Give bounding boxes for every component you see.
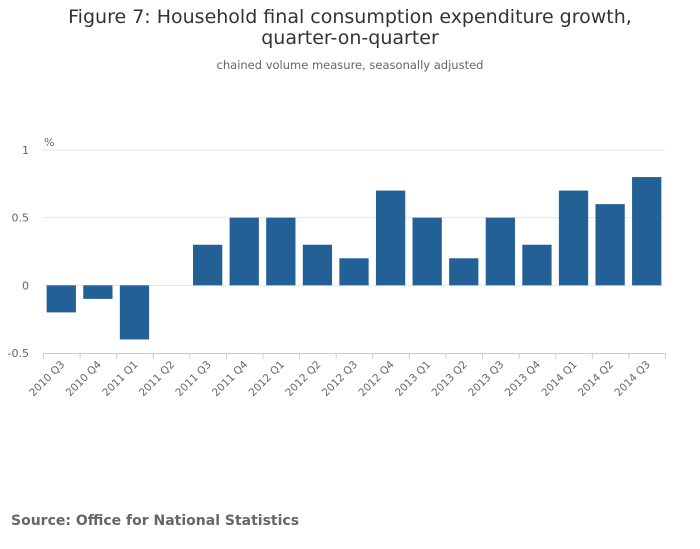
bar — [558, 190, 589, 286]
y-tick-label: 1 — [22, 144, 29, 157]
bar — [522, 244, 552, 286]
x-tick-label: 2012 Q4 — [356, 358, 397, 399]
bar — [375, 190, 406, 286]
chart-title: Figure 7: Household final consumption ex… — [68, 6, 632, 49]
bar — [595, 204, 625, 286]
source-note: Source: Office for National Statistics — [11, 513, 300, 529]
bar — [632, 177, 662, 286]
x-tick-label: 2014 Q1 — [539, 359, 579, 399]
x-tick-label: 2013 Q3 — [466, 359, 506, 399]
x-tick-label: 2011 Q4 — [210, 358, 251, 399]
bar — [119, 285, 150, 340]
chart-subtitle: chained volume measure, seasonally adjus… — [216, 58, 484, 72]
bar — [266, 217, 296, 286]
bar — [83, 285, 113, 299]
x-tick-label: 2013 Q4 — [503, 358, 544, 399]
y-tick-label: 0 — [22, 279, 29, 292]
x-tick-label: 2011 Q1 — [100, 359, 140, 399]
x-tick-label: 2011 Q2 — [137, 359, 177, 399]
x-tick-label: 2013 Q2 — [430, 359, 470, 399]
x-tick-label: 2014 Q3 — [613, 359, 653, 399]
bar — [229, 217, 259, 286]
bar — [302, 244, 333, 286]
y-axis-ticks: -0.5 0 0.5 1 — [8, 144, 29, 360]
y-tick-label: -0.5 — [8, 347, 29, 360]
x-axis — [43, 353, 666, 359]
x-tick-label: 2011 Q3 — [173, 359, 213, 399]
x-tick-label: 2012 Q1 — [247, 359, 287, 399]
x-tick-label: 2010 Q4 — [64, 358, 105, 399]
x-tick-label: 2013 Q1 — [393, 359, 433, 399]
x-tick-label: 2012 Q3 — [320, 359, 360, 399]
x-tick-label: 2014 Q2 — [576, 359, 616, 399]
y-tick-label: 0.5 — [12, 212, 30, 225]
y-axis-unit-label: % — [44, 136, 54, 149]
bar — [339, 258, 369, 286]
bar — [46, 285, 76, 313]
bars — [46, 177, 662, 340]
bar — [485, 217, 515, 286]
x-tick-label: 2012 Q2 — [283, 359, 323, 399]
x-tick-label: 2010 Q3 — [27, 359, 67, 399]
bar — [412, 217, 442, 286]
bar — [449, 258, 479, 286]
bar — [193, 244, 223, 286]
